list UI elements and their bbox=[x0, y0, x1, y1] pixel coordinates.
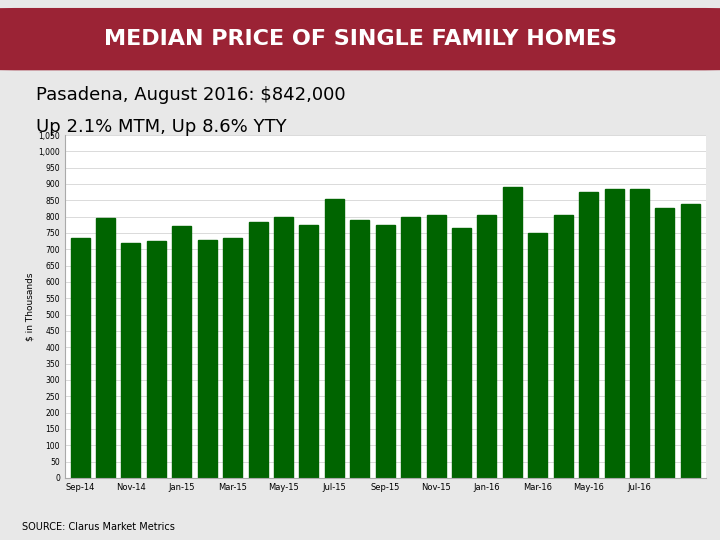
Bar bbox=[681, 204, 700, 478]
Bar bbox=[579, 192, 598, 478]
Bar bbox=[655, 208, 675, 478]
Bar bbox=[452, 228, 471, 478]
Bar bbox=[198, 240, 217, 478]
Bar bbox=[96, 218, 115, 478]
Text: Pasadena, August 2016: $842,000: Pasadena, August 2016: $842,000 bbox=[36, 85, 346, 104]
Bar bbox=[172, 226, 192, 478]
Bar bbox=[426, 215, 446, 478]
Bar bbox=[300, 225, 318, 478]
Text: SOURCE: Clarus Market Metrics: SOURCE: Clarus Market Metrics bbox=[22, 522, 174, 531]
FancyBboxPatch shape bbox=[0, 8, 720, 70]
Bar bbox=[122, 243, 140, 478]
Bar bbox=[147, 241, 166, 478]
Bar bbox=[528, 233, 547, 478]
Bar bbox=[477, 215, 497, 478]
Bar bbox=[630, 189, 649, 478]
Bar bbox=[274, 217, 293, 478]
Bar bbox=[503, 187, 522, 478]
Bar bbox=[401, 217, 420, 478]
Bar bbox=[350, 220, 369, 478]
Bar bbox=[376, 225, 395, 478]
Bar bbox=[605, 189, 624, 478]
Y-axis label: $ in Thousands: $ in Thousands bbox=[25, 272, 34, 341]
Bar bbox=[223, 238, 242, 478]
Text: MEDIAN PRICE OF SINGLE FAMILY HOMES: MEDIAN PRICE OF SINGLE FAMILY HOMES bbox=[104, 29, 616, 49]
Bar bbox=[554, 215, 572, 478]
Bar bbox=[248, 221, 268, 478]
Text: Up 2.1% MTM, Up 8.6% YTY: Up 2.1% MTM, Up 8.6% YTY bbox=[36, 118, 287, 136]
Bar bbox=[325, 199, 344, 478]
Bar bbox=[71, 238, 89, 478]
